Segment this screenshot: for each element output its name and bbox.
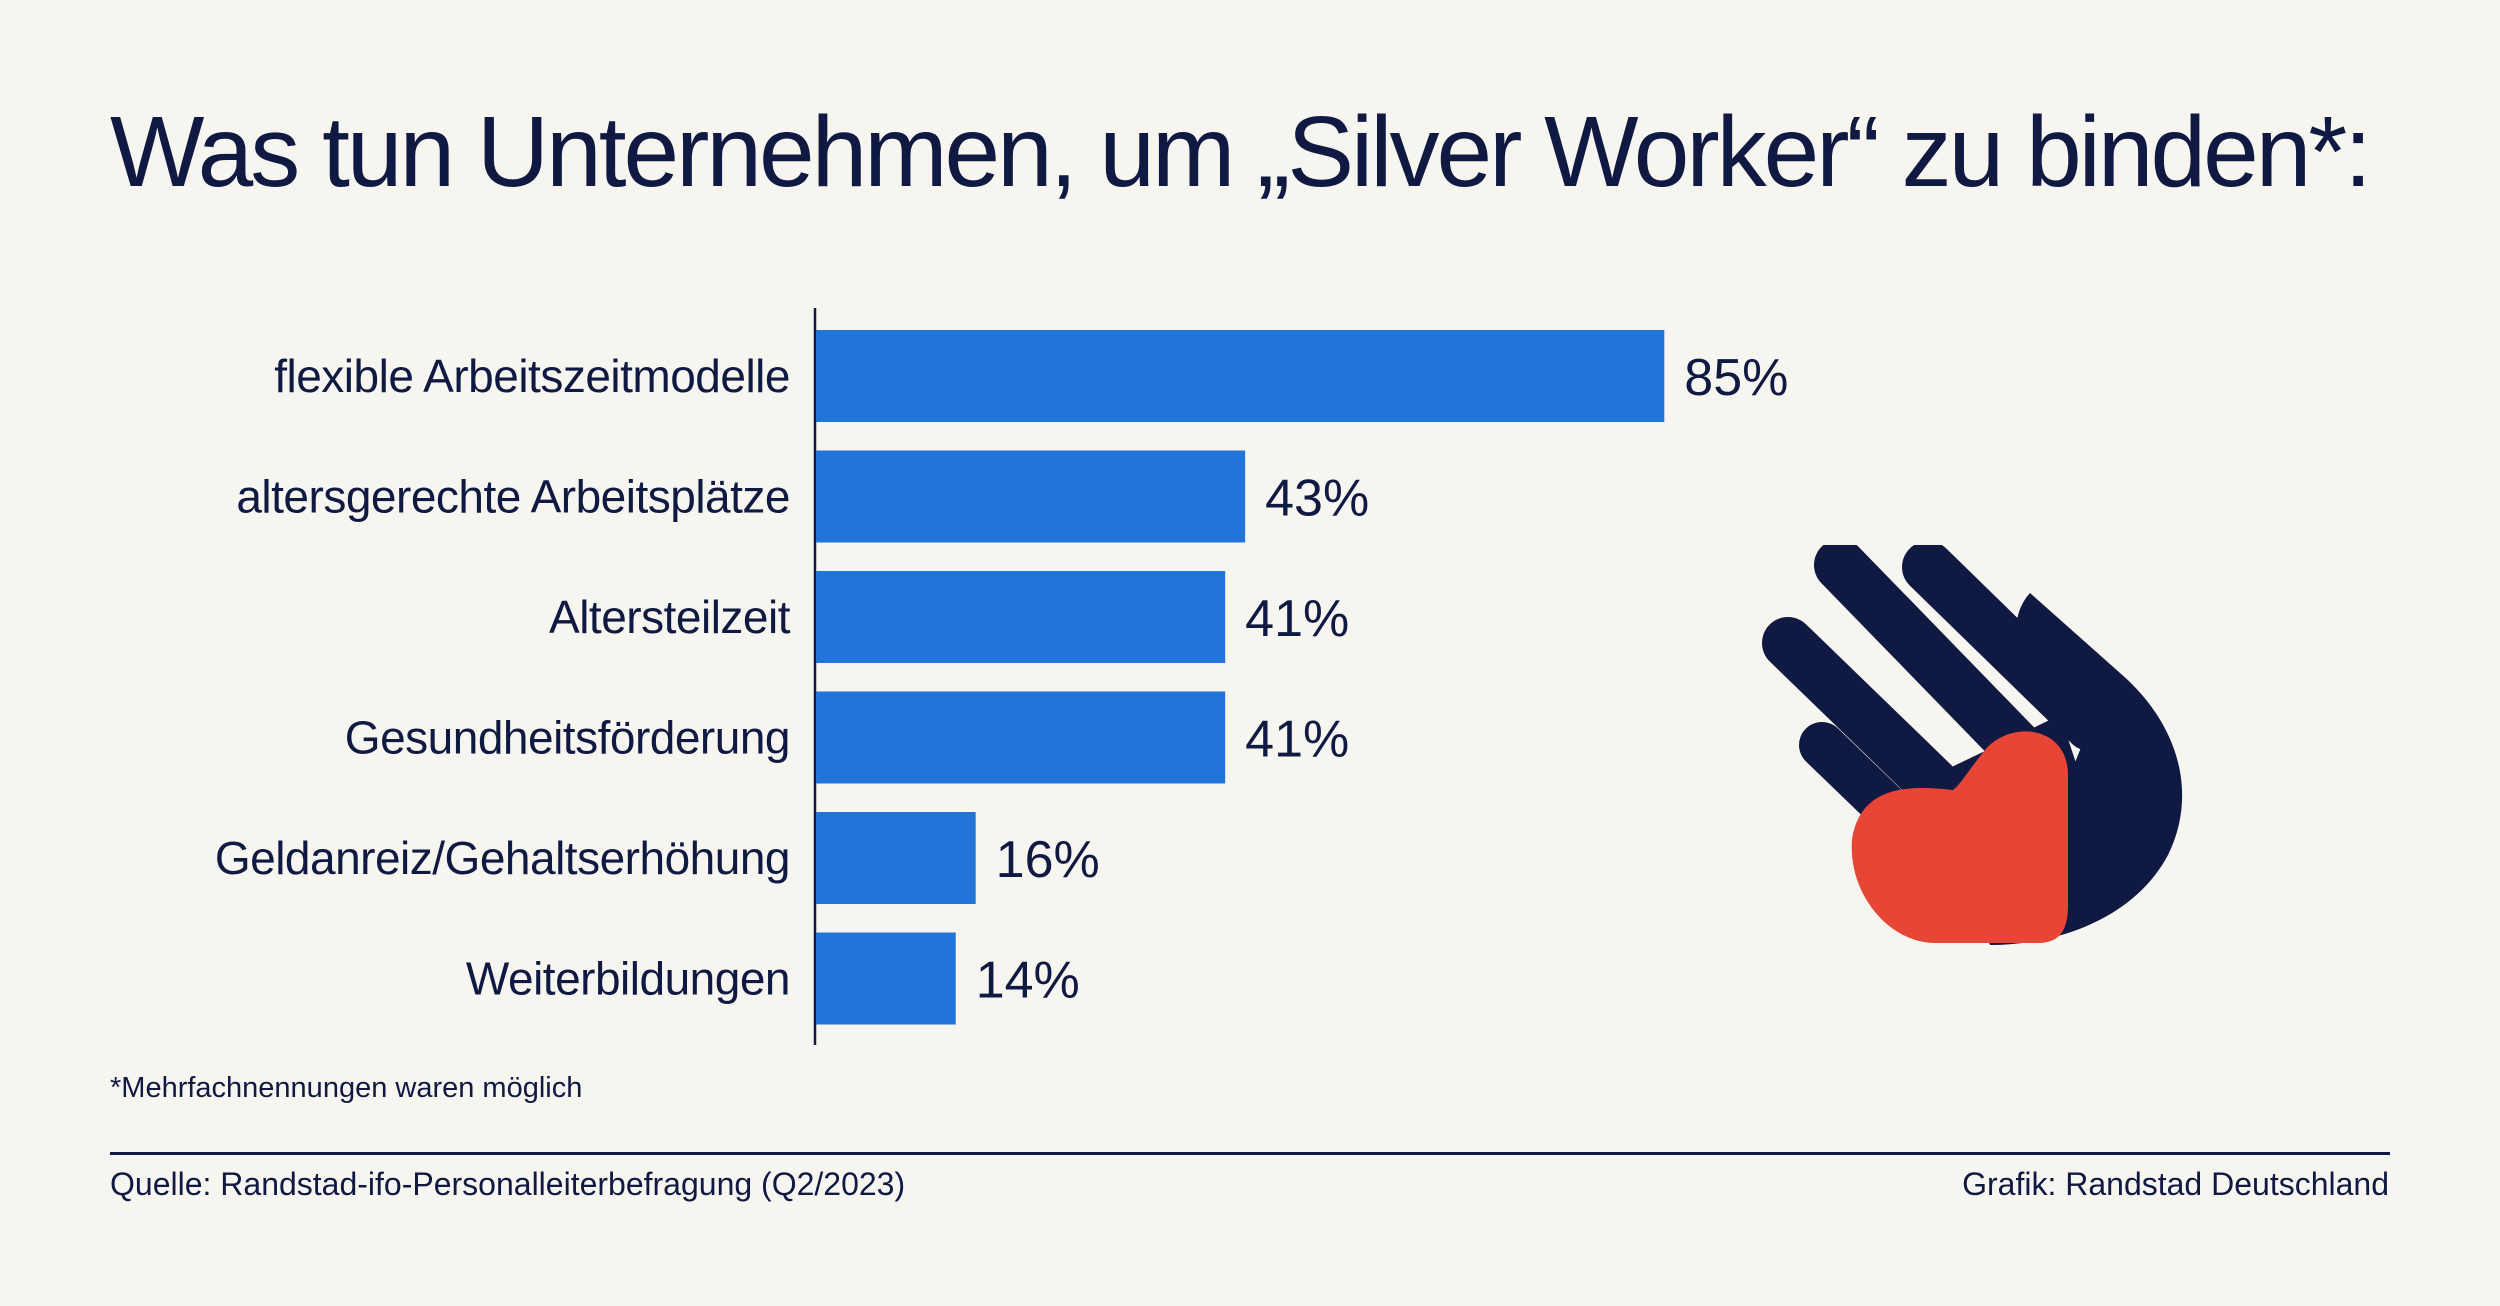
chart-title: Was tun Unternehmen, um „Silver Worker“ … <box>110 96 2372 208</box>
graphic-credit: Grafik: Randstad Deutschland <box>1962 1166 2389 1202</box>
category-label: Altersteilzeit <box>549 591 791 643</box>
footer-divider <box>110 1152 2390 1155</box>
category-label: flexible Arbeitszeitmodelle <box>274 350 790 402</box>
category-label: Weiterbildungen <box>466 953 790 1005</box>
bar-2 <box>816 450 1246 543</box>
value-label: 85% <box>1684 349 1788 407</box>
value-label: 16% <box>996 831 1100 889</box>
category-label: Gesundheitsförderung <box>345 712 790 764</box>
source-note: Quelle: Randstad-ifo-Personalleiterbefra… <box>110 1166 906 1202</box>
category-label: altersgerechte Arbeitsplätze <box>236 471 790 523</box>
value-label: 14% <box>976 952 1080 1010</box>
bar-6 <box>816 932 956 1025</box>
category-label: Geldanreiz/Gehaltserhöhung <box>215 832 790 884</box>
value-label: 43% <box>1265 470 1369 528</box>
bar-3 <box>816 571 1226 663</box>
bar-4 <box>816 691 1226 784</box>
bar-5 <box>816 812 976 904</box>
value-label: 41% <box>1245 590 1349 648</box>
value-label: 41% <box>1245 711 1349 769</box>
footnote: *Mehrfachnennungen waren möglich <box>110 1072 583 1104</box>
heart-shape <box>1851 731 2068 943</box>
bar-chart: flexible Arbeitszeitmodelle 85% altersgere… <box>215 308 1788 1045</box>
bar-1 <box>816 330 1665 422</box>
hand-holding-heart-icon <box>1762 545 2183 945</box>
